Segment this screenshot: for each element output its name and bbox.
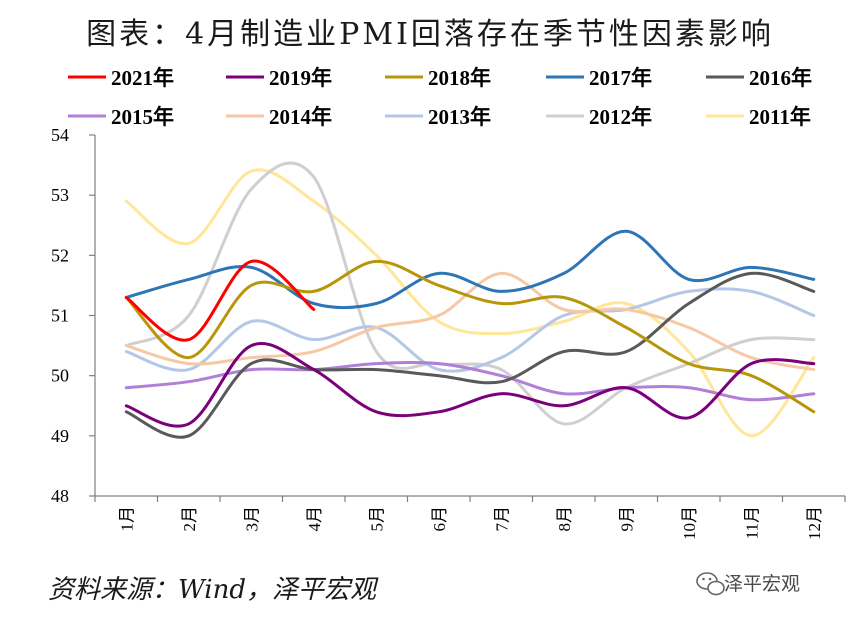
y-tick-label: 51 <box>51 306 69 326</box>
series-line-2015 <box>124 360 816 402</box>
x-tick-label: 2月 <box>180 506 199 532</box>
legend-item-2013: 2013年 <box>385 105 491 129</box>
legend-label: 2017年 <box>589 66 652 90</box>
y-tick-label: 50 <box>51 366 69 386</box>
legend-label: 2016年 <box>749 66 812 90</box>
y-tick-label: 52 <box>51 245 69 265</box>
x-tick-label: 11月 <box>742 506 761 539</box>
legend-label: 2014年 <box>269 105 332 129</box>
series-line-2019 <box>124 342 816 428</box>
legend-label: 2018年 <box>428 66 491 90</box>
legend-item-2021: 2021年 <box>68 66 174 90</box>
source-note: 资料来源：Wind，泽平宏观 <box>48 575 379 605</box>
legend-label: 2011年 <box>749 105 811 129</box>
chart-legend: 2021年 2019年 2018年 2017年 2016年 2015年 2014年 2013年… <box>68 66 812 129</box>
y-tick-label: 48 <box>51 486 69 506</box>
legend-item-2014: 2014年 <box>226 105 332 129</box>
series-line-2018 <box>124 259 816 414</box>
x-tick-label: 10月 <box>680 506 699 540</box>
series-line-2013 <box>124 287 816 373</box>
legend-label: 2012年 <box>589 105 652 129</box>
legend-label: 2015年 <box>111 105 174 129</box>
x-tick-label: 7月 <box>492 506 511 532</box>
legend-item-2017: 2017年 <box>546 66 652 90</box>
legend-label: 2021年 <box>111 66 174 90</box>
series-line-2011 <box>124 168 816 438</box>
y-tick-label: 54 <box>51 125 69 145</box>
legend-item-2012: 2012年 <box>546 105 652 129</box>
x-axis: 1月 2月 3月 4月 5月 6月 7月 8月 9月 10月 11月 12月 <box>94 496 846 540</box>
legend-item-2019: 2019年 <box>226 66 332 90</box>
watermark: 泽平宏观 <box>696 572 800 596</box>
legend-label: 2019年 <box>269 66 332 90</box>
legend-label: 2013年 <box>428 105 491 129</box>
legend-item-2015: 2015年 <box>68 105 174 129</box>
legend-item-2016: 2016年 <box>706 66 812 90</box>
x-tick-label: 4月 <box>305 506 324 532</box>
wechat-icon <box>696 572 725 596</box>
legend-item-2011: 2011年 <box>706 105 811 129</box>
series-line-2017 <box>124 229 816 310</box>
x-tick-label: 8月 <box>555 506 574 532</box>
y-tick-label: 53 <box>51 185 69 205</box>
series-line-2014 <box>124 271 816 372</box>
x-tick-label: 12月 <box>805 506 824 540</box>
x-tick-label: 6月 <box>430 506 449 532</box>
y-tick-label: 49 <box>51 426 69 446</box>
plot-area <box>94 135 845 497</box>
y-axis: 48 49 50 51 52 53 54 <box>51 125 95 506</box>
x-tick-label: 1月 <box>117 506 136 532</box>
watermark-text: 泽平宏观 <box>724 573 800 595</box>
series-line-2016 <box>124 271 816 439</box>
x-tick-label: 9月 <box>617 506 636 532</box>
legend-item-2018: 2018年 <box>385 66 491 90</box>
x-tick-label: 3月 <box>242 506 261 532</box>
chart-title: 图表：4月制造业PMI回落存在季节性因素影响 <box>86 17 774 52</box>
x-tick-label: 5月 <box>367 506 386 532</box>
series-lines <box>124 161 816 439</box>
series-line-2021 <box>124 259 316 342</box>
